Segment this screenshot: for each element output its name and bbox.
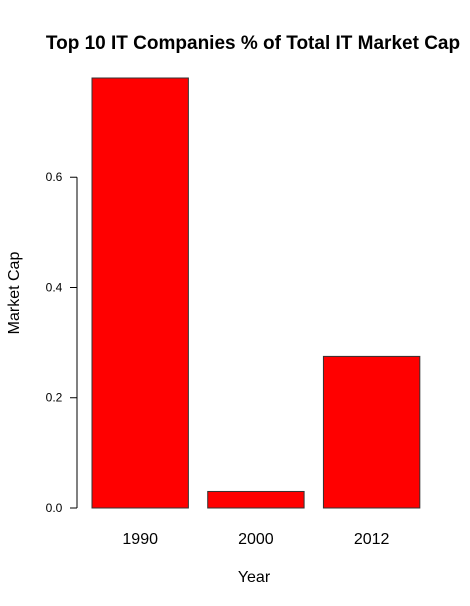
y-tick-label: 0.6: [46, 170, 63, 184]
x-axis-title: Year: [238, 569, 271, 586]
y-tick-label: 0.2: [46, 391, 63, 405]
chart-title: Top 10 IT Companies % of Total IT Market…: [46, 33, 460, 54]
bar-1990: [91, 77, 189, 509]
y-axis-title: Market Cap: [6, 252, 23, 335]
y-tick-label: 0.0: [46, 501, 63, 515]
y-tick-label: 0.4: [46, 280, 63, 294]
x-category-label: 1990: [122, 531, 158, 548]
bar-2000: [207, 490, 305, 509]
x-category-label: 2012: [354, 531, 390, 548]
x-category-label: 2000: [238, 531, 274, 548]
x-category-labels: 1990 2000 2012: [122, 531, 389, 548]
bar-2012: [322, 355, 421, 509]
bars-group: [91, 77, 421, 509]
y-axis: 0.0 0.2 0.4 0.6: [46, 170, 78, 515]
